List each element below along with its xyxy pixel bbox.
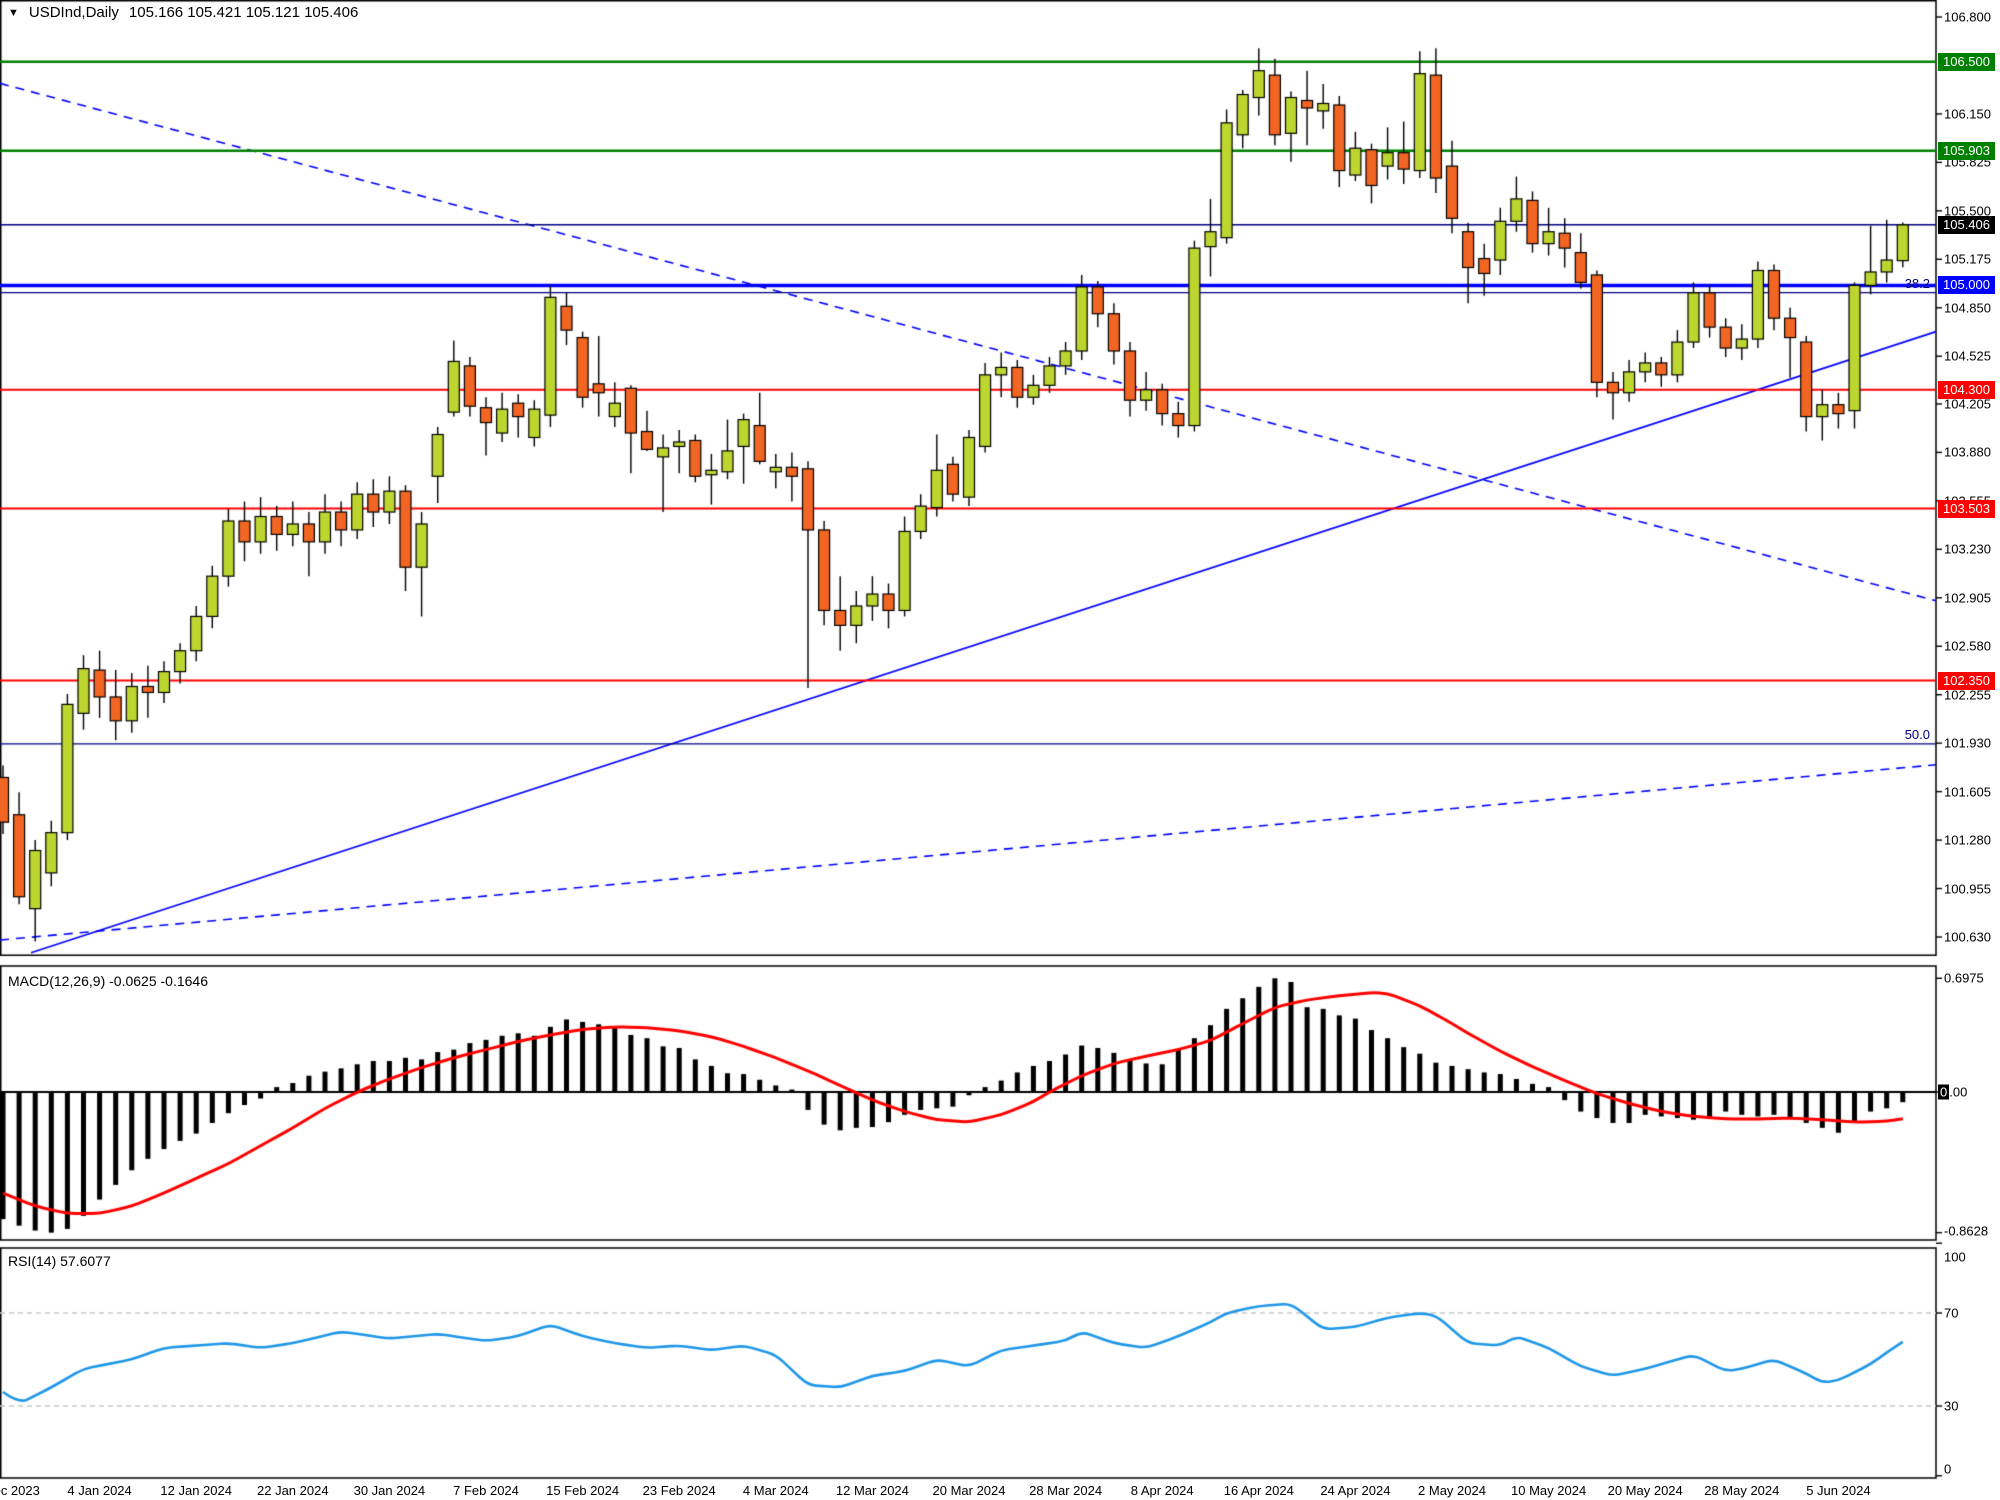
date-axis-label: 5 Jun 2024	[1806, 1483, 1871, 1498]
date-axis-label: 8 Apr 2024	[1130, 1483, 1194, 1498]
date-axis-label: 4 Mar 2024	[742, 1483, 809, 1498]
date-axis-label: 7 Feb 2024	[453, 1483, 519, 1498]
price-axis-tick-label: 101.280	[1944, 832, 1991, 848]
price-axis-tick-label: 105.500	[1944, 203, 1991, 219]
date-axis-label: 12 Mar 2024	[835, 1483, 909, 1498]
fib-level-label: 50.0	[1904, 726, 1930, 742]
price-axis-tick-label: 106.150	[1944, 106, 1991, 122]
ohlc-values-label: 105.166 105.421 105.121 105.406	[128, 4, 359, 21]
collapse-indicator-icon[interactable]: ▼	[8, 6, 19, 19]
date-axis-label: 2 May 2024	[1418, 1483, 1486, 1498]
price-axis-tick-label: 104.850	[1944, 300, 1991, 316]
date-axis-label: 20 Mar 2024	[932, 1483, 1006, 1498]
macd-axis-tick-label: 0.6975	[1944, 970, 1984, 986]
price-axis-tick-label: 102.255	[1944, 687, 1991, 703]
date-axis-label: 26 Dec 2023	[0, 1483, 40, 1498]
price-line-badge: 105.903	[1938, 141, 1995, 160]
rsi-axis-tick-label: 30	[1944, 1398, 1959, 1414]
macd-current-value-badge: 0.00	[1938, 1084, 1968, 1100]
date-axis-label: 30 Jan 2024	[353, 1483, 426, 1498]
fib-level-label: 38.2	[1904, 275, 1930, 291]
date-axis-label: 16 Apr 2024	[1223, 1483, 1294, 1498]
symbol-timeframe-label: USDInd,Daily	[28, 4, 119, 21]
price-axis-tick-label: 103.880	[1944, 444, 1991, 460]
price-axis-tick-label: 104.525	[1944, 348, 1991, 364]
price-line-badge: 106.500	[1938, 52, 1995, 71]
date-axis-label: 15 Feb 2024	[546, 1483, 620, 1498]
rsi-indicator-label: RSI(14) 57.6077	[8, 1253, 111, 1269]
date-axis-label: 28 May 2024	[1704, 1483, 1780, 1498]
date-axis-label: 28 Mar 2024	[1029, 1483, 1103, 1498]
date-axis-label: 12 Jan 2024	[160, 1483, 232, 1498]
price-axis-tick-label: 104.205	[1944, 396, 1991, 412]
price-axis-tick-label: 102.580	[1944, 638, 1991, 654]
price-line-badge: 104.300	[1938, 380, 1995, 399]
price-line-badge: 105.406	[1938, 215, 1995, 234]
chart-header: ▼ USDInd,Daily 105.166 105.421 105.121 1…	[8, 4, 358, 21]
rsi-axis-tick-label: 100	[1944, 1249, 1966, 1265]
date-axis-label: 10 May 2024	[1511, 1483, 1587, 1498]
rsi-axis-tick-label: 70	[1944, 1305, 1959, 1321]
price-axis-tick-label: 103.230	[1944, 541, 1991, 557]
rsi-axis-tick-label: 0	[1944, 1461, 1952, 1477]
date-axis-label: 4 Jan 2024	[67, 1483, 132, 1498]
price-line-badge: 105.000	[1938, 276, 1995, 295]
date-axis-label: 20 May 2024	[1607, 1483, 1683, 1498]
price-axis-tick-label: 102.905	[1944, 590, 1991, 606]
price-axis-tick-label: 101.930	[1944, 735, 1991, 751]
date-axis-label: 22 Jan 2024	[257, 1483, 329, 1498]
date-axis-label: 24 Apr 2024	[1320, 1483, 1391, 1498]
price-axis-tick-label: 100.955	[1944, 881, 1991, 897]
price-line-badge: 102.350	[1938, 671, 1995, 690]
macd-axis-tick-label: -0.8628	[1944, 1223, 1989, 1239]
price-axis-tick-label: 106.800	[1944, 9, 1991, 25]
date-axis-label: 23 Feb 2024	[642, 1483, 716, 1498]
price-line-badge: 103.503	[1938, 499, 1995, 518]
price-axis-tick-label: 105.175	[1944, 251, 1991, 267]
macd-indicator-label: MACD(12,26,9) -0.0625 -0.1646	[8, 973, 208, 989]
price-axis-tick-label: 100.630	[1944, 929, 1991, 945]
price-axis-tick-label: 101.605	[1944, 784, 1991, 800]
